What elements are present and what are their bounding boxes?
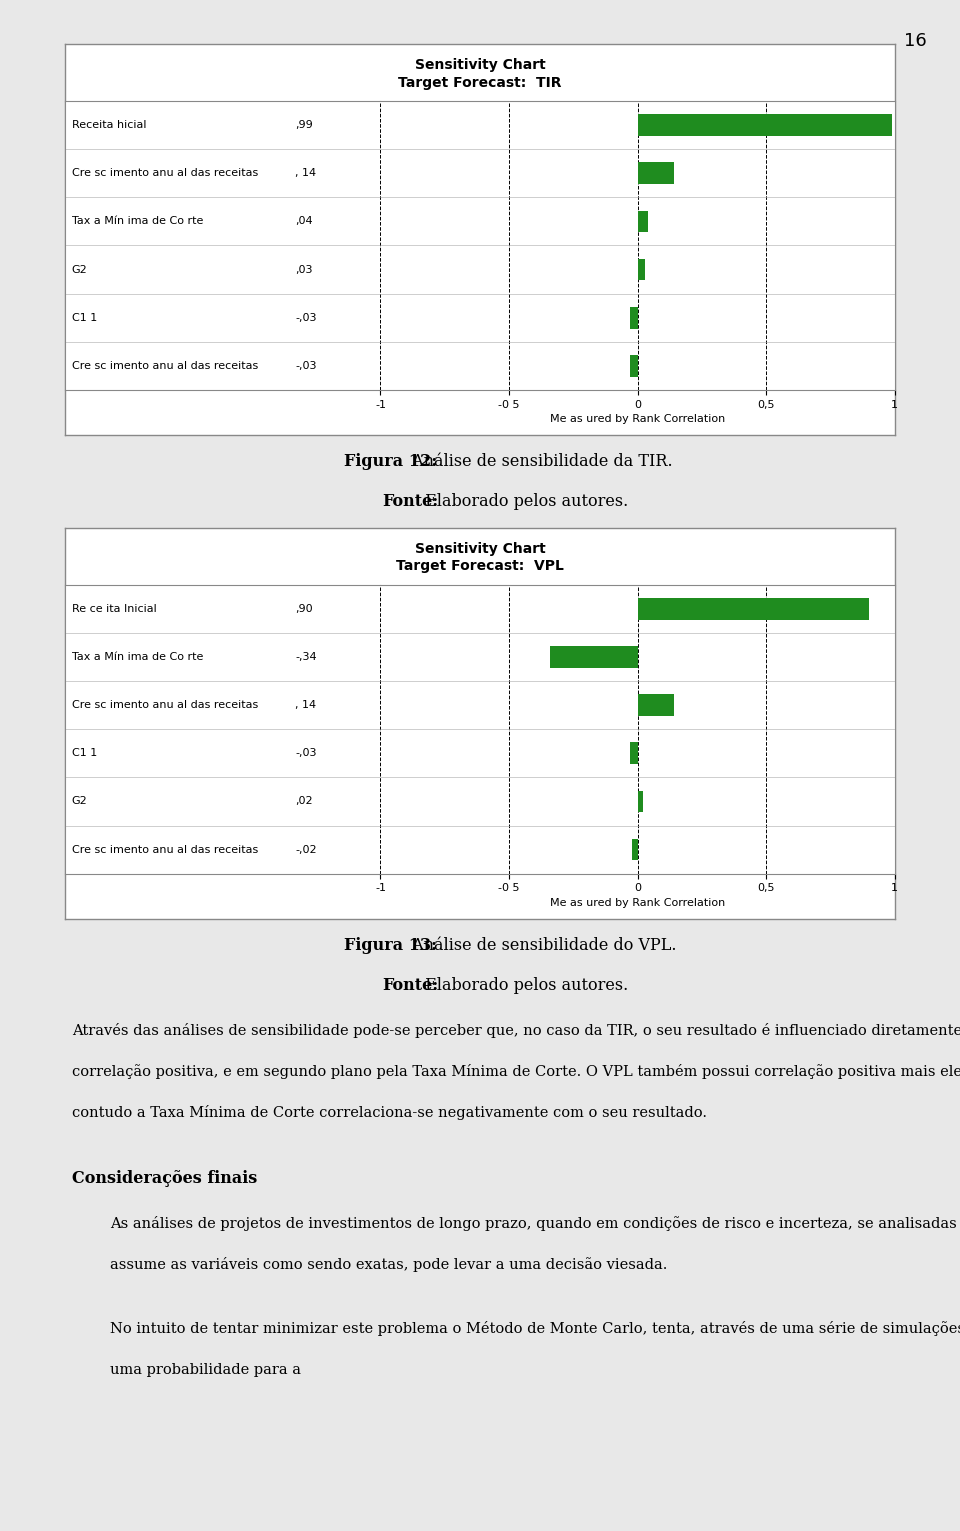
Text: Sensitivity Chart: Sensitivity Chart <box>415 58 545 72</box>
Text: Análise de sensibilidade da TIR.: Análise de sensibilidade da TIR. <box>407 453 673 470</box>
Bar <box>633 839 637 860</box>
Text: ,04: ,04 <box>296 216 313 227</box>
Text: Fonte:: Fonte: <box>382 977 438 994</box>
Text: contudo a Taxa Mínima de Corte correlaciona-se negativamente com o seu resultado: contudo a Taxa Mínima de Corte correlaci… <box>72 1105 707 1121</box>
Text: Cre sc imento anu al das receitas: Cre sc imento anu al das receitas <box>72 845 258 854</box>
Text: -,03: -,03 <box>296 749 317 758</box>
Text: Target Forecast:  TIR: Target Forecast: TIR <box>398 75 562 90</box>
Text: Cre sc imento anu al das receitas: Cre sc imento anu al das receitas <box>72 700 258 710</box>
Text: Tax a Mín ima de Co rte: Tax a Mín ima de Co rte <box>72 652 203 661</box>
Text: Análise de sensibilidade do VPL.: Análise de sensibilidade do VPL. <box>407 937 677 954</box>
Bar <box>637 162 674 184</box>
Text: -,03: -,03 <box>296 312 317 323</box>
Text: ,03: ,03 <box>296 265 313 274</box>
Text: Elaborado pelos autores.: Elaborado pelos autores. <box>420 493 628 510</box>
Text: C1 1: C1 1 <box>72 312 97 323</box>
Bar <box>630 306 637 329</box>
Text: -,03: -,03 <box>296 361 317 371</box>
Text: Cre sc imento anu al das receitas: Cre sc imento anu al das receitas <box>72 361 258 371</box>
Text: ,99: ,99 <box>296 119 313 130</box>
Bar <box>630 743 637 764</box>
Text: Elaborado pelos autores.: Elaborado pelos autores. <box>420 977 628 994</box>
Bar <box>637 599 869 620</box>
Text: , 14: , 14 <box>296 168 317 178</box>
Text: Target Forecast:  VPL: Target Forecast: VPL <box>396 559 564 574</box>
X-axis label: Me as ured by Rank Correlation: Me as ured by Rank Correlation <box>550 413 725 424</box>
Text: Re ce ita Inicial: Re ce ita Inicial <box>72 603 156 614</box>
Text: Através das análises de sensibilidade pode-se perceber que, no caso da TIR, o se: Através das análises de sensibilidade po… <box>72 1023 960 1038</box>
Text: Figura 12:: Figura 12: <box>344 453 437 470</box>
Text: correlação positiva, e em segundo plano pela Taxa Mínima de Corte. O VPL também : correlação positiva, e em segundo plano … <box>72 1064 960 1079</box>
Text: Fonte:: Fonte: <box>382 493 438 510</box>
Text: G2: G2 <box>72 796 87 807</box>
Bar <box>637 211 648 233</box>
Text: Cre sc imento anu al das receitas: Cre sc imento anu al das receitas <box>72 168 258 178</box>
Text: No intuito de tentar minimizar este problema o Método de Monte Carlo, tenta, atr: No intuito de tentar minimizar este prob… <box>110 1321 960 1337</box>
Text: G2: G2 <box>72 265 87 274</box>
Text: -,02: -,02 <box>296 845 317 854</box>
Text: Sensitivity Chart: Sensitivity Chart <box>415 542 545 556</box>
Bar <box>550 646 637 668</box>
Bar <box>630 355 637 377</box>
Text: , 14: , 14 <box>296 700 317 710</box>
Text: Figura 13:: Figura 13: <box>344 937 437 954</box>
Text: -,34: -,34 <box>296 652 317 661</box>
Text: As análises de projetos de investimentos de longo prazo, quando em condições de : As análises de projetos de investimentos… <box>110 1216 960 1231</box>
Text: ,02: ,02 <box>296 796 313 807</box>
Text: assume as variáveis como sendo exatas, pode levar a uma decisão viesada.: assume as variáveis como sendo exatas, p… <box>110 1257 668 1272</box>
Text: C1 1: C1 1 <box>72 749 97 758</box>
Bar <box>637 115 892 136</box>
Text: uma probabilidade para a: uma probabilidade para a <box>110 1363 301 1376</box>
Text: Receita hicial: Receita hicial <box>72 119 146 130</box>
Bar <box>637 790 643 813</box>
X-axis label: Me as ured by Rank Correlation: Me as ured by Rank Correlation <box>550 897 725 908</box>
Text: Considerações finais: Considerações finais <box>72 1170 257 1187</box>
Text: Tax a Mín ima de Co rte: Tax a Mín ima de Co rte <box>72 216 203 227</box>
Text: ,90: ,90 <box>296 603 313 614</box>
Bar <box>637 695 674 717</box>
Text: 16: 16 <box>903 32 926 51</box>
Bar <box>637 259 645 280</box>
